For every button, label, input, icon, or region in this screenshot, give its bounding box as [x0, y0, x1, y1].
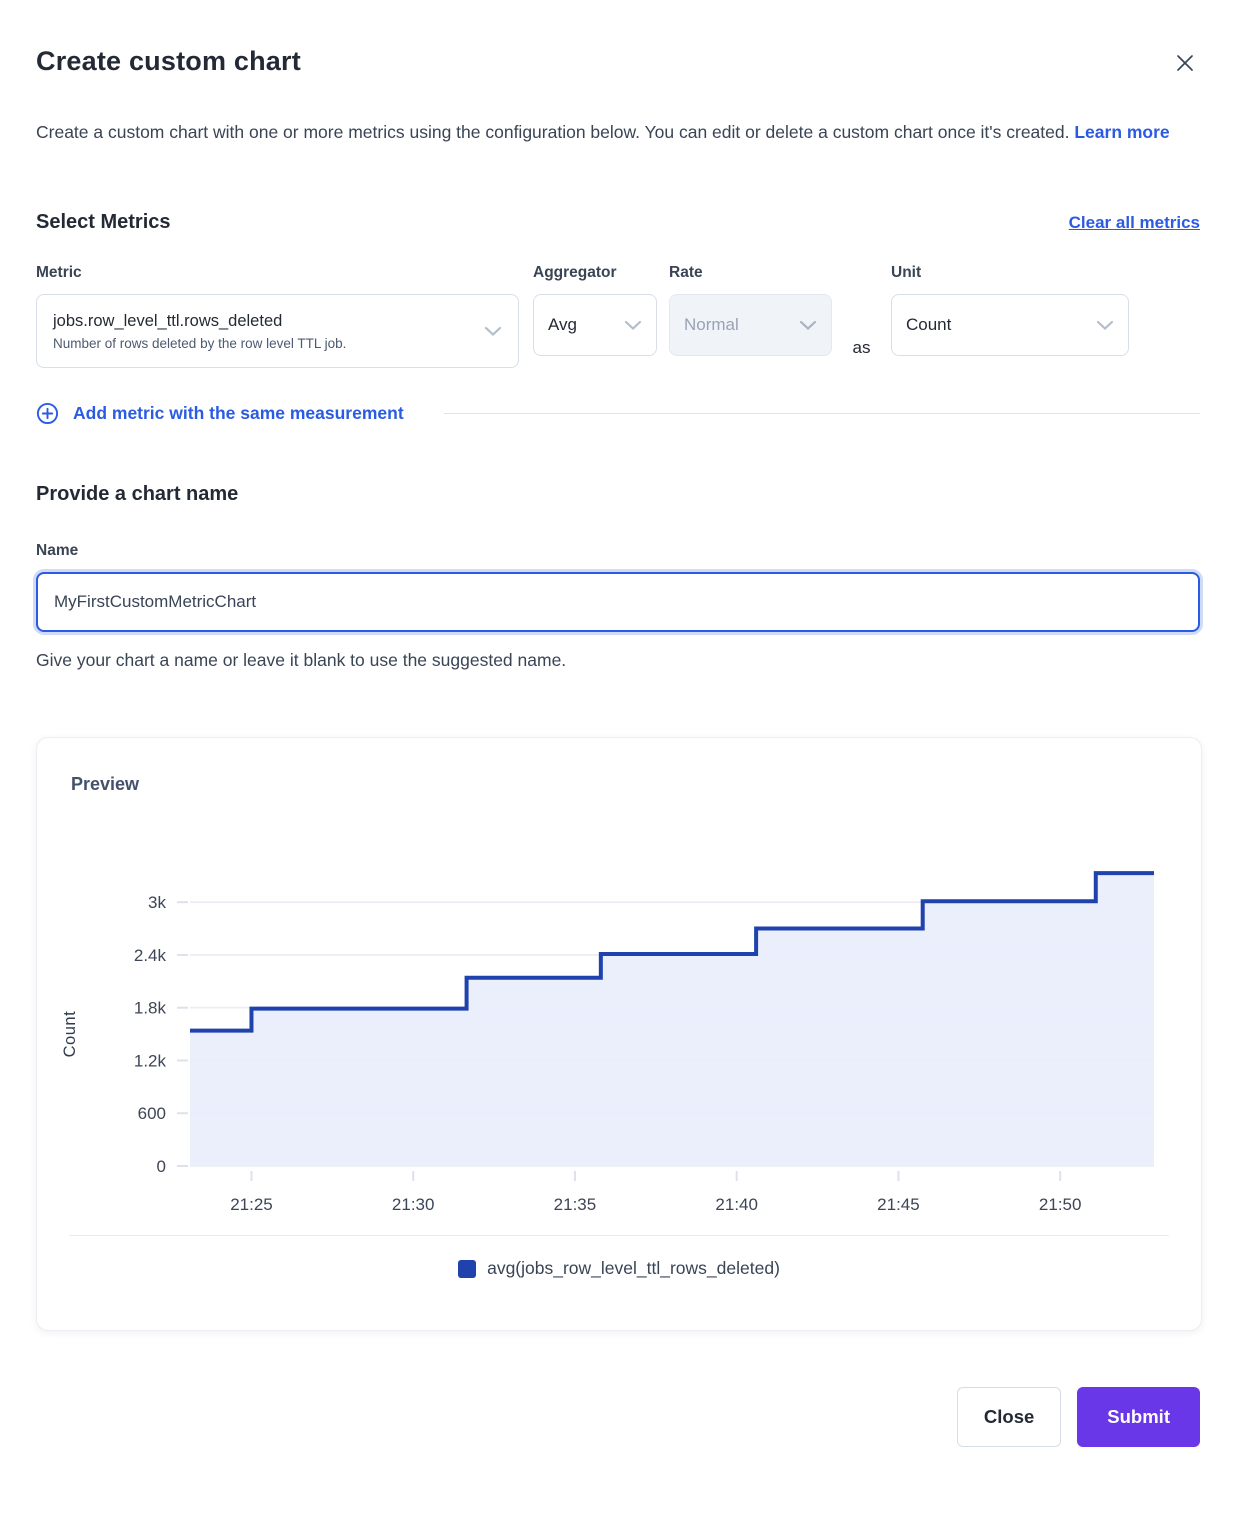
name-label: Name	[36, 542, 79, 559]
aggregator-selected-value: Avg	[548, 315, 577, 334]
svg-text:1.8k: 1.8k	[134, 999, 167, 1018]
close-button[interactable]: Close	[956, 1387, 1062, 1447]
card-divider	[69, 1235, 1169, 1236]
select-metrics-header: Select Metrics Clear all metrics	[36, 211, 1200, 234]
clear-all-metrics-link[interactable]: Clear all metrics	[1068, 213, 1200, 232]
aggregator-field: Aggregator Avg	[533, 264, 657, 356]
submit-button[interactable]: Submit	[1077, 1387, 1200, 1447]
metric-label: Metric	[36, 264, 82, 281]
legend-label: avg(jobs_row_level_ttl_rows_deleted)	[487, 1258, 780, 1278]
preview-card: Preview 0 600 1.2k 1.8k 2.4k 3k 21:25 21:30 21:3…	[36, 737, 1202, 1331]
unit-label: Unit	[891, 264, 922, 281]
legend-swatch	[458, 1259, 477, 1278]
svg-text:2.4k: 2.4k	[134, 946, 167, 965]
chevron-down-icon	[1096, 320, 1114, 331]
modal-footer: Close Submit	[36, 1387, 1200, 1447]
rate-field: Rate Normal	[669, 264, 832, 356]
preview-chart: 0 600 1.2k 1.8k 2.4k 3k 21:25 21:30 21:35 21:40 21…	[61, 871, 1154, 1213]
rate-selected-value: Normal	[684, 315, 739, 334]
modal-description: Create a custom chart with one or more m…	[36, 113, 1196, 151]
svg-text:21:50: 21:50	[1039, 1195, 1082, 1213]
modal-header: Create custom chart	[36, 46, 1200, 81]
chevron-down-icon	[624, 320, 642, 331]
metric-selected-value: jobs.row_level_ttl.rows_deleted	[53, 311, 283, 330]
aggregator-label: Aggregator	[533, 264, 617, 281]
select-metrics-heading: Select Metrics	[36, 211, 171, 233]
learn-more-link[interactable]: Learn more	[1074, 122, 1170, 142]
chart-name-input[interactable]	[36, 572, 1200, 632]
metric-config-row: Metric jobs.row_level_ttl.rows_deleted N…	[36, 264, 1200, 368]
preview-heading: Preview	[71, 774, 140, 794]
svg-text:21:40: 21:40	[715, 1195, 758, 1213]
unit-field: Unit Count	[891, 264, 1129, 356]
unit-selected-value: Count	[906, 315, 952, 334]
svg-text:21:25: 21:25	[230, 1195, 273, 1213]
add-metric-row: Add metric with the same measurement	[36, 402, 1200, 425]
metric-field: Metric jobs.row_level_ttl.rows_deleted N…	[36, 264, 519, 368]
svg-text:Count: Count	[61, 1011, 79, 1058]
svg-text:600: 600	[138, 1104, 166, 1123]
rate-select: Normal	[669, 294, 832, 356]
as-label: as	[852, 338, 871, 357]
svg-text:3k: 3k	[148, 893, 166, 912]
svg-text:1.2k: 1.2k	[134, 1051, 167, 1070]
add-metric-link[interactable]: Add metric with the same measurement	[73, 403, 404, 423]
unit-select[interactable]: Count	[891, 294, 1129, 356]
svg-text:21:35: 21:35	[554, 1195, 597, 1213]
page-title: Create custom chart	[36, 46, 301, 76]
metric-description: Number of rows deleted by the row level …	[53, 335, 347, 351]
aggregator-select[interactable]: Avg	[533, 294, 657, 356]
name-helper-text: Give your chart a name or leave it blank…	[36, 650, 567, 670]
svg-text:0: 0	[157, 1157, 166, 1176]
plus-circle-icon	[36, 402, 59, 425]
create-custom-chart-modal: Create custom chart Create a custom char…	[36, 46, 1202, 1447]
description-text: Create a custom chart with one or more m…	[36, 122, 1070, 142]
divider	[443, 413, 1200, 414]
close-icon[interactable]	[1170, 48, 1200, 81]
svg-text:21:45: 21:45	[877, 1195, 920, 1213]
chevron-down-icon	[484, 326, 502, 337]
metric-select-texts: jobs.row_level_ttl.rows_deleted Number o…	[53, 312, 346, 351]
chart-name-heading: Provide a chart name	[36, 483, 239, 505]
chevron-down-icon	[799, 320, 817, 331]
svg-text:21:30: 21:30	[392, 1195, 435, 1213]
chart-legend: avg(jobs_row_level_ttl_rows_deleted)	[37, 1258, 1201, 1279]
metric-select[interactable]: jobs.row_level_ttl.rows_deleted Number o…	[36, 294, 519, 368]
rate-label: Rate	[669, 264, 703, 281]
